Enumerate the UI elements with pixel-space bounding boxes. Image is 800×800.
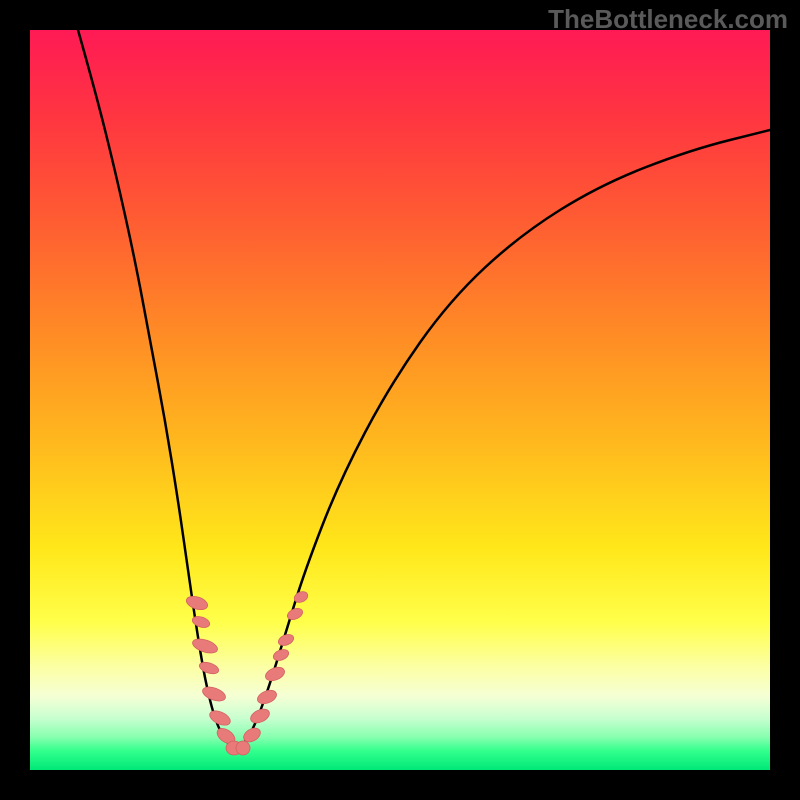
- data-marker: [272, 647, 291, 662]
- curve-overlay: [0, 0, 800, 800]
- data-marker: [185, 594, 210, 612]
- chart-root: TheBottleneck.com: [0, 0, 800, 800]
- data-marker: [277, 632, 296, 647]
- curve-right-branch: [234, 130, 770, 750]
- data-marker: [248, 706, 271, 725]
- data-marker: [263, 665, 286, 684]
- data-marker: [191, 636, 219, 655]
- data-marker: [201, 684, 228, 703]
- data-marker: [207, 708, 232, 728]
- watermark-text: TheBottleneck.com: [548, 4, 788, 35]
- data-marker: [255, 688, 278, 707]
